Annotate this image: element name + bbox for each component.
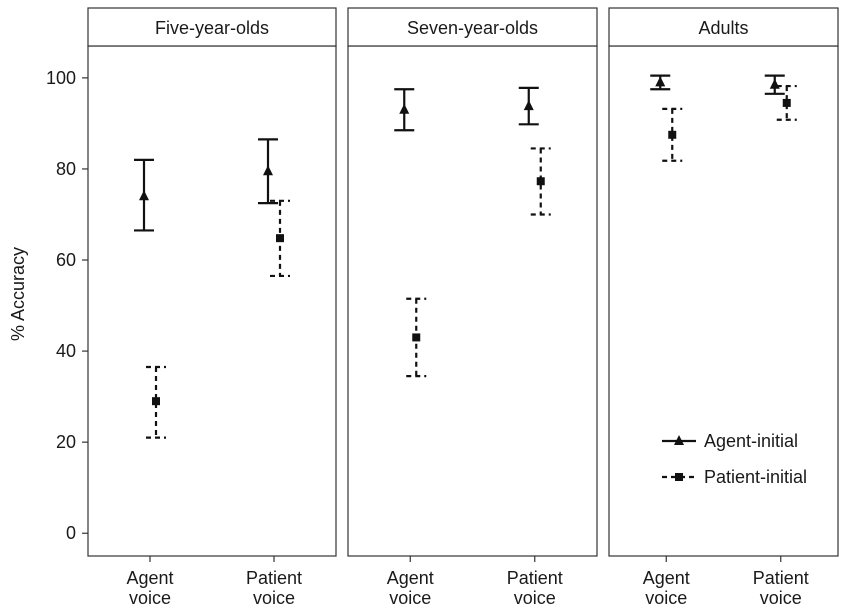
panel-plot-area xyxy=(347,45,598,557)
x-tick-label: voice xyxy=(514,588,556,608)
y-tick-label: 60 xyxy=(56,250,76,270)
x-tick-label: voice xyxy=(645,588,687,608)
legend-label-patient-initial: Patient-initial xyxy=(704,467,807,487)
panel-plot-area xyxy=(608,45,839,557)
y-tick-label: 40 xyxy=(56,341,76,361)
x-tick-label: voice xyxy=(253,588,295,608)
data-point-agent-initial xyxy=(134,158,154,232)
data-point-patient-initial xyxy=(406,297,427,378)
square-marker xyxy=(782,98,791,107)
triangle-marker xyxy=(139,190,149,201)
x-tick-label: Patient xyxy=(246,568,302,588)
x-tick-label: voice xyxy=(760,588,802,608)
triangle-marker xyxy=(263,165,273,176)
legend-triangle-marker xyxy=(674,435,684,445)
square-marker xyxy=(668,130,677,139)
data-point-patient-initial xyxy=(662,107,683,162)
y-tick-label: 100 xyxy=(46,68,76,88)
data-point-patient-initial xyxy=(146,365,166,439)
data-point-patient-initial xyxy=(530,147,551,216)
y-tick-label: 80 xyxy=(56,159,76,179)
data-point-agent-initial xyxy=(258,138,278,205)
x-tick-label: voice xyxy=(129,588,171,608)
panel-strip xyxy=(608,7,839,47)
legend-square-marker xyxy=(675,473,683,481)
triangle-marker xyxy=(655,76,666,87)
data-point-patient-initial xyxy=(776,84,797,121)
panel-title: Five-year-olds xyxy=(155,18,269,38)
legend: Agent-initial Patient-initial xyxy=(662,431,807,487)
triangle-marker xyxy=(523,100,534,111)
data-point-agent-initial xyxy=(518,86,539,126)
data-point-agent-initial xyxy=(650,74,671,91)
y-tick-label: 0 xyxy=(66,523,76,543)
legend-label-agent-initial: Agent-initial xyxy=(704,431,798,451)
x-tick-label: Patient xyxy=(507,568,563,588)
panel-strip xyxy=(87,7,337,47)
x-tick-label: Agent xyxy=(387,568,434,588)
panel-strip xyxy=(347,7,598,47)
panel-title: Adults xyxy=(698,18,748,38)
square-marker xyxy=(152,397,160,406)
x-tick-label: voice xyxy=(389,588,431,608)
panel-title: Seven-year-olds xyxy=(407,18,538,38)
x-tick-label: Agent xyxy=(126,568,173,588)
square-marker xyxy=(412,333,421,342)
data-point-patient-initial xyxy=(270,199,290,278)
data-point-agent-initial xyxy=(394,88,415,132)
square-marker xyxy=(536,177,545,186)
x-tick-label: Agent xyxy=(643,568,690,588)
x-tick-label: Patient xyxy=(753,568,809,588)
triangle-marker xyxy=(399,103,410,114)
panel-plot-area xyxy=(87,45,337,557)
y-axis-title: % Accuracy xyxy=(8,247,28,341)
square-marker xyxy=(276,234,284,243)
y-tick-label: 20 xyxy=(56,432,76,452)
